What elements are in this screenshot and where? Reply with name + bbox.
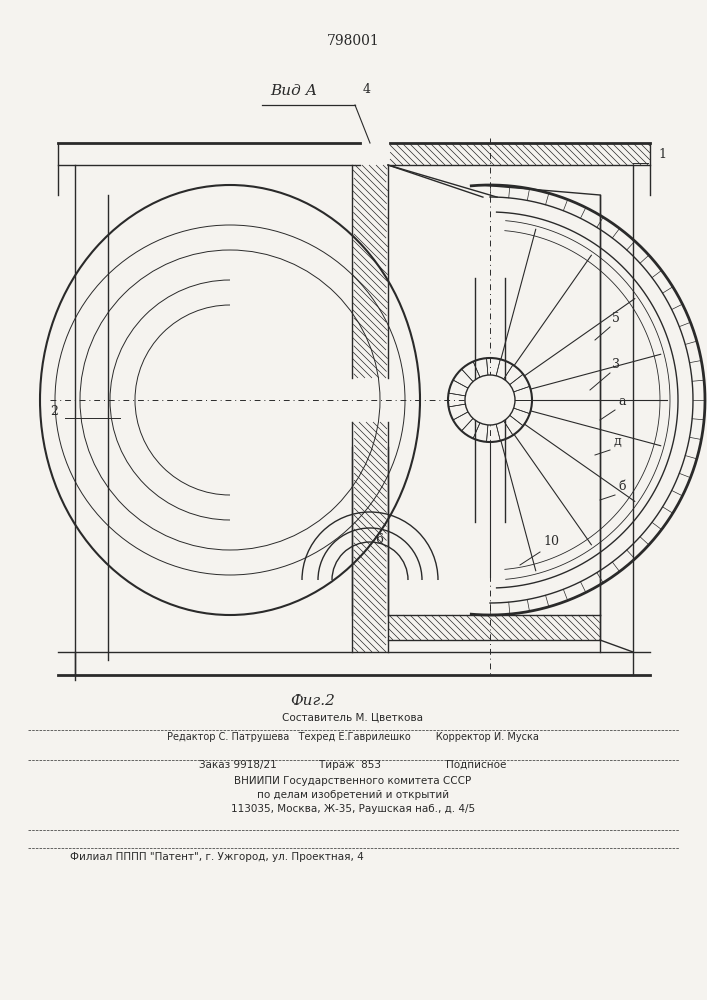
Text: Заказ 9918/21             Тираж  853                    Подписное: Заказ 9918/21 Тираж 853 Подписное	[199, 760, 507, 770]
Text: 6: 6	[375, 533, 383, 546]
Text: Редактор С. Патрушева   Техред Е.Гаврилешко        Корректор И. Муска: Редактор С. Патрушева Техред Е.Гаврилешк…	[167, 732, 539, 742]
Text: б: б	[618, 480, 626, 493]
Text: д: д	[613, 435, 621, 448]
Text: 798001: 798001	[327, 34, 380, 48]
Text: Составитель М. Цветкова: Составитель М. Цветкова	[283, 712, 423, 722]
Text: 2: 2	[50, 405, 58, 418]
Text: а: а	[618, 395, 626, 408]
Text: Вид А: Вид А	[270, 84, 317, 98]
Text: Фиг.2: Фиг.2	[290, 694, 335, 708]
Text: 4: 4	[363, 83, 371, 96]
Text: по делам изобретений и открытий: по делам изобретений и открытий	[257, 790, 449, 800]
Text: 3: 3	[612, 358, 620, 371]
Circle shape	[465, 375, 515, 425]
Text: 5: 5	[612, 312, 620, 325]
Text: 113035, Москва, Ж-35, Раушская наб., д. 4/5: 113035, Москва, Ж-35, Раушская наб., д. …	[231, 804, 475, 814]
Text: 10: 10	[543, 535, 559, 548]
Text: Филиал ПППП "Патент", г. Ужгород, ул. Проектная, 4: Филиал ПППП "Патент", г. Ужгород, ул. Пр…	[70, 852, 363, 862]
Text: 1: 1	[658, 148, 666, 161]
Text: ВНИИПИ Государственного комитета СССР: ВНИИПИ Государственного комитета СССР	[235, 776, 472, 786]
